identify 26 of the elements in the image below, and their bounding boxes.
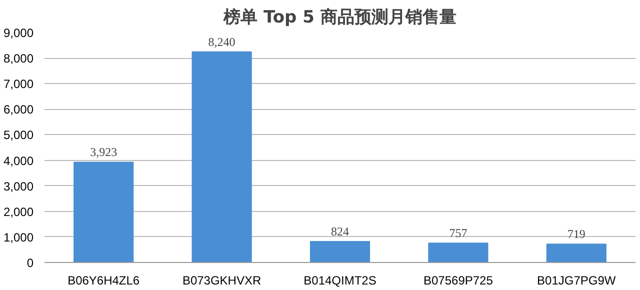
y-tick-label: 4,000: [3, 154, 34, 168]
data-label: 719: [567, 227, 586, 242]
y-tick-label: 8,000: [3, 52, 34, 66]
bar: [192, 51, 252, 262]
bar: [74, 162, 134, 262]
y-tick-label: 0: [26, 256, 34, 270]
y-tick-label: 9,000: [3, 26, 34, 40]
x-tick-label: B06Y6H4ZL6: [68, 274, 140, 288]
y-tick-label: 5,000: [3, 128, 34, 142]
y-tick-label: 2,000: [3, 204, 34, 219]
data-label: 757: [449, 226, 468, 240]
data-label: 3,923: [90, 145, 118, 160]
bar: [428, 242, 488, 262]
bar: [546, 244, 606, 262]
data-label: 824: [331, 224, 349, 238]
y-tick-label: 6,000: [3, 102, 34, 117]
x-tick-label: B014QIMT2S: [304, 274, 376, 288]
y-tick-label: 1,000: [3, 230, 34, 244]
data-label: 8,240: [208, 34, 236, 49]
y-tick-label: 3,000: [3, 179, 34, 194]
chart-title: 榜单 Top 5 商品预测月销售量: [222, 8, 456, 28]
x-tick-label: B073GKHVXR: [182, 274, 262, 288]
x-tick-label: B01JG7PG9W: [537, 274, 616, 288]
x-tick-label: B07569P725: [424, 274, 494, 288]
y-tick-label: 7,000: [3, 77, 34, 92]
bar: [310, 240, 370, 262]
